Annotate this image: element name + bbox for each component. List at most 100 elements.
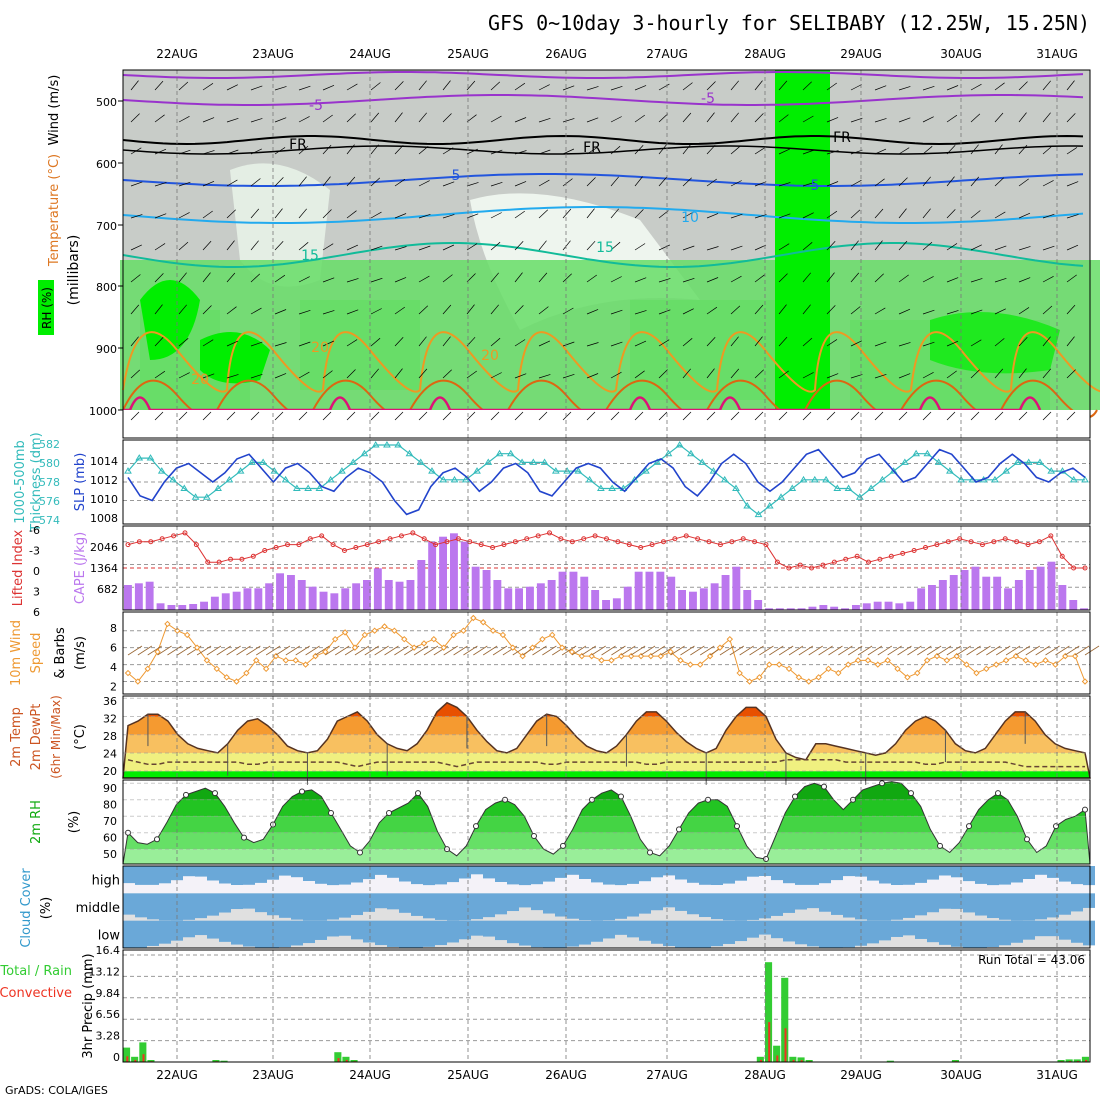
wind-barb xyxy=(970,144,979,155)
wind-barb xyxy=(850,272,860,283)
lifted-index-marker xyxy=(706,539,712,545)
wind-barb xyxy=(682,211,694,219)
wind-barb xyxy=(226,117,239,123)
cape-bar xyxy=(1025,570,1034,610)
wind-barb xyxy=(754,181,767,187)
thickness-marker xyxy=(957,475,966,483)
wind-barb xyxy=(130,147,142,155)
cloud-cell xyxy=(399,920,411,948)
contour-line-15c xyxy=(122,242,1084,268)
wind-barb xyxy=(898,117,911,123)
wind-barb xyxy=(514,272,523,283)
thickness-marker xyxy=(518,458,526,465)
cape-bar xyxy=(949,575,958,610)
precip-tick: 6.56 xyxy=(96,1008,121,1021)
cloud-cell xyxy=(471,893,483,920)
cloud-cell xyxy=(195,866,207,877)
wind-barb-10m xyxy=(295,645,310,656)
cloud-cell xyxy=(291,920,303,946)
cloud-cell xyxy=(423,920,435,947)
cape-bar xyxy=(341,588,350,610)
wind-barb-10m xyxy=(670,645,685,656)
wind-barb xyxy=(658,339,670,347)
lifted-index-marker xyxy=(558,536,564,542)
cloud-cell xyxy=(243,866,255,885)
cloud-cell xyxy=(411,866,423,885)
thickness-marker xyxy=(259,458,267,465)
cloud-cell xyxy=(759,893,771,919)
cloud-row-label: low xyxy=(98,928,121,943)
wind-speed-marker xyxy=(647,652,655,660)
wind-barb xyxy=(322,310,335,315)
wind-barb xyxy=(754,244,767,251)
wind-barb xyxy=(994,308,1006,315)
wind-barb xyxy=(682,82,693,91)
wind-barb xyxy=(466,80,476,91)
cape-bar xyxy=(1047,561,1056,610)
wind-barb xyxy=(730,305,741,315)
wind-barb xyxy=(706,337,716,347)
wind-speed-marker xyxy=(243,669,250,677)
wind-barb xyxy=(826,339,838,347)
wind-barb xyxy=(274,373,287,379)
cape-bar xyxy=(906,601,915,610)
cloud-cell xyxy=(411,893,423,916)
thickness-marker xyxy=(416,458,425,465)
thickness-marker xyxy=(450,475,459,483)
rh-marker xyxy=(386,809,392,816)
wind-tick: 4 xyxy=(110,661,117,674)
cloud-cell xyxy=(831,893,843,915)
cloud-cell xyxy=(927,893,939,913)
cloud-cell xyxy=(363,866,375,880)
wind-speed-marker xyxy=(322,648,329,656)
cape-bar xyxy=(732,566,741,610)
wind-speed-marker xyxy=(233,678,240,685)
wind-barb xyxy=(946,340,959,347)
cape-bar xyxy=(569,571,578,610)
wind-barb xyxy=(202,83,214,91)
lifted-index-marker xyxy=(797,562,803,568)
cloud-cell xyxy=(219,866,231,884)
wind-barb xyxy=(466,273,476,283)
wind-barb xyxy=(586,86,599,91)
wind-barb xyxy=(826,210,838,219)
wind-barb xyxy=(898,177,908,187)
upper-label-rh: RH (%) xyxy=(40,287,54,329)
cloud-cell xyxy=(711,866,723,885)
wind-barb xyxy=(874,373,887,379)
wind-barb xyxy=(946,114,958,123)
cape-bar xyxy=(580,576,589,610)
wind-barb xyxy=(298,242,309,251)
precip-total-bar xyxy=(212,1060,220,1062)
cape-bar xyxy=(743,590,752,610)
cloud-cell xyxy=(783,866,795,884)
wind-barb xyxy=(538,84,550,91)
wind-barb xyxy=(202,272,211,283)
wind-barb xyxy=(970,113,981,123)
thickness-marker xyxy=(551,467,560,474)
cloud-cell xyxy=(123,866,135,884)
precip-panel xyxy=(122,949,1091,1063)
cape-bar xyxy=(330,593,339,610)
wind-barb xyxy=(634,340,647,347)
wind-barb-10m xyxy=(660,645,675,656)
temp-label: (6hr Min/Max) xyxy=(49,695,63,779)
wind-barb-10m xyxy=(325,645,340,656)
cloud-cell xyxy=(723,866,735,884)
wind-barb xyxy=(778,304,787,315)
wind-speed-marker xyxy=(558,644,566,651)
thickness-marker xyxy=(934,458,943,465)
lifted-index-marker xyxy=(398,533,404,539)
cloud-cell xyxy=(243,893,255,909)
thickness-marker xyxy=(878,475,887,483)
wind-barb xyxy=(706,112,715,123)
wind-barb xyxy=(274,147,286,155)
wind-barb-surface xyxy=(178,411,188,421)
wind-barb xyxy=(802,242,813,251)
wind-barb xyxy=(418,368,428,379)
lifted-index-marker xyxy=(1002,536,1008,542)
wind-barb xyxy=(514,210,526,219)
cloud-cell xyxy=(927,866,939,880)
wind-barb xyxy=(394,246,407,251)
wind-barb xyxy=(730,145,741,155)
